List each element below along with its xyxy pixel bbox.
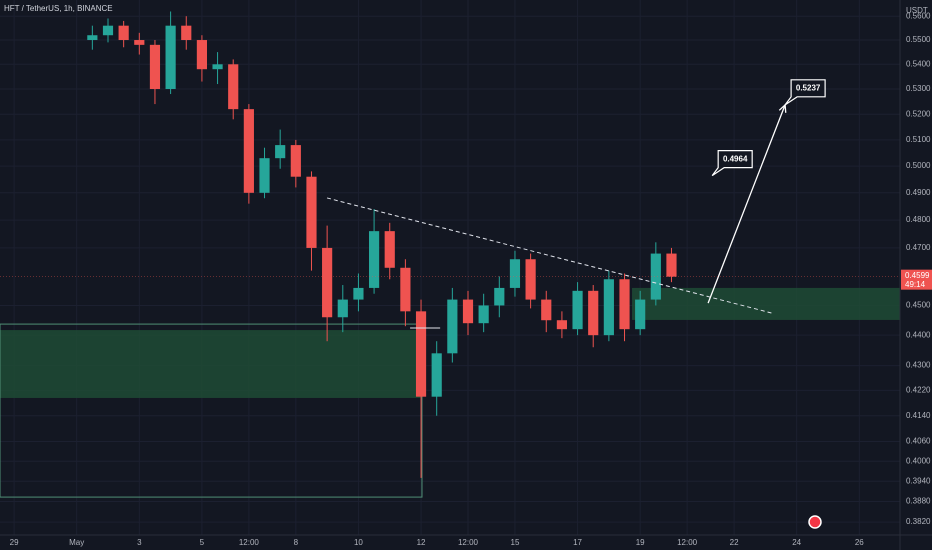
- x-tick-label: 17: [573, 538, 582, 547]
- candle-body: [619, 279, 630, 330]
- candle-body: [431, 353, 442, 397]
- candle-body: [181, 25, 192, 41]
- candle-body: [228, 64, 239, 110]
- candle-body: [384, 231, 395, 268]
- x-tick-label: 5: [200, 538, 205, 547]
- x-tick-label: 22: [730, 538, 739, 547]
- y-tick-label: 0.4500: [906, 301, 931, 310]
- y-tick-label: 0.5500: [906, 35, 931, 44]
- candle-body: [353, 287, 364, 300]
- event-icon[interactable]: [808, 515, 822, 529]
- x-tick-label: 15: [511, 538, 520, 547]
- y-tick-label: 0.5200: [906, 109, 931, 118]
- candle-body: [603, 279, 614, 336]
- zone: [0, 330, 422, 398]
- y-tick-label: 0.4400: [906, 330, 931, 339]
- candle-body: [196, 40, 207, 70]
- target-callout: [711, 150, 753, 177]
- x-tick-label: 12: [417, 538, 426, 547]
- y-tick-label: 0.5300: [906, 84, 931, 93]
- x-tick-label: 3: [137, 538, 142, 547]
- candle-body: [337, 299, 348, 318]
- candle-body: [259, 158, 270, 193]
- y-tick-label: 0.4700: [906, 243, 931, 252]
- candle-body: [525, 259, 536, 300]
- candle-body: [87, 35, 98, 41]
- last-price-badge: [901, 269, 932, 290]
- x-tick-label: 10: [354, 538, 363, 547]
- candle-body: [447, 299, 458, 354]
- currency-label: USDT: [906, 6, 928, 15]
- x-tick-label: 12:00: [239, 538, 260, 547]
- candle-body: [369, 231, 380, 288]
- y-tick-label: 0.5100: [906, 135, 931, 144]
- y-tick-label: 0.4300: [906, 361, 931, 370]
- y-tick-label: 0.5000: [906, 161, 931, 170]
- candle-body: [509, 259, 521, 288]
- y-tick-label: 0.3940: [906, 476, 931, 485]
- candle-body: [322, 247, 333, 318]
- candle-body: [134, 40, 145, 45]
- x-tick-label: 19: [636, 538, 645, 547]
- y-tick-label: 0.5400: [906, 59, 931, 68]
- candle-body: [541, 299, 552, 321]
- x-tick-label: 26: [855, 538, 864, 547]
- candle-body: [415, 311, 427, 397]
- candle-body: [400, 267, 411, 312]
- candle-body: [243, 109, 254, 193]
- target-label: 0.4964: [723, 154, 748, 163]
- countdown-label: 49:14: [905, 280, 926, 289]
- candle-body: [290, 145, 301, 177]
- x-tick-label: 29: [10, 538, 19, 547]
- zone: [632, 287, 900, 320]
- target-label: 0.5237: [796, 83, 821, 92]
- x-tick-label: 24: [792, 538, 801, 547]
- y-tick-label: 0.4800: [906, 215, 931, 224]
- candle-body: [494, 287, 505, 306]
- x-tick-label: 8: [294, 538, 299, 547]
- y-tick-label: 0.3880: [906, 497, 931, 506]
- y-tick-label: 0.4060: [906, 437, 931, 446]
- candle-body: [275, 145, 286, 159]
- y-tick-label: 0.4140: [906, 411, 931, 420]
- candle-body: [118, 25, 129, 41]
- candle-body: [462, 299, 474, 324]
- candle-body: [165, 25, 176, 90]
- y-tick-label: 0.3820: [906, 517, 931, 526]
- candle-body: [306, 176, 317, 248]
- candle-body: [588, 290, 599, 336]
- x-tick-label: 12:00: [458, 538, 479, 547]
- candle-body: [478, 305, 489, 324]
- candle-body: [149, 44, 161, 90]
- target-callout: [784, 79, 826, 106]
- range-box: [0, 323, 423, 498]
- y-tick-label: 0.4220: [906, 386, 931, 395]
- y-tick-label: 0.4000: [906, 456, 931, 465]
- arrow-line: [707, 104, 786, 304]
- y-tick-label: 0.5600: [906, 11, 931, 20]
- candle-body: [212, 64, 223, 70]
- x-tick-label: May: [69, 538, 84, 547]
- last-price-label: 0.4599: [905, 271, 930, 280]
- y-tick-label: 0.4900: [906, 188, 931, 197]
- x-tick-label: 12:00: [677, 538, 698, 547]
- candle-body: [572, 290, 583, 330]
- candle-body: [635, 299, 646, 330]
- chart-title: HFT / TetherUS, 1h, BINANCE: [4, 4, 113, 13]
- candle-body: [556, 320, 567, 330]
- candle-body: [666, 253, 677, 277]
- candle-body: [650, 253, 661, 300]
- candle-body: [102, 25, 114, 36]
